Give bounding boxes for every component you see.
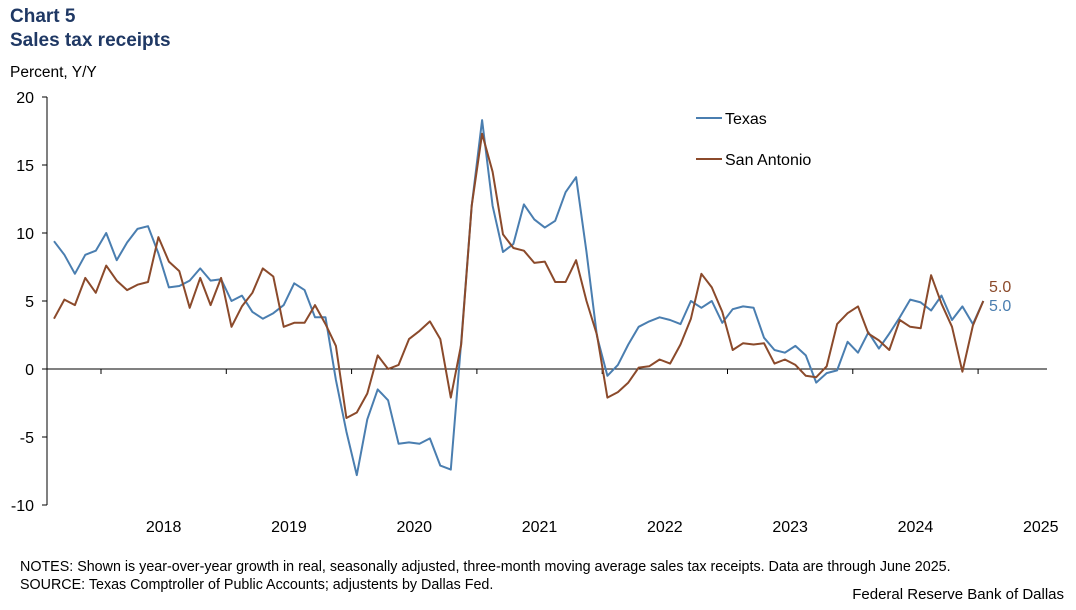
end-value-label: 5.0 [989,298,1011,315]
chart-title: Sales tax receipts [10,30,171,51]
series-line-san-antonio [53,132,985,419]
y-tick-label: 5 [25,294,34,311]
axes [46,97,1047,505]
series-lines [53,119,985,477]
y-axis-unit-label: Percent, Y/Y [10,64,97,81]
x-tick-label: 2018 [146,519,182,536]
x-tick-label: 2020 [396,519,432,536]
axis-ticks: 20 15 10 5 0 -5 -10 2018 2019 2020 2021 2022 2023 202… [11,90,1059,536]
end-labels: 5.05.0 [989,279,1011,315]
x-tick-label: 2021 [522,519,558,536]
notes: NOTES: Shown is year-over-year growth in… [20,558,951,594]
x-tick-label: 2024 [898,519,934,536]
notes-text: NOTES: Shown is year-over-year growth in… [20,559,951,575]
legend-label: San Antonio [725,152,811,169]
y-tick-label: -5 [20,430,34,447]
y-tick-label: 15 [16,158,34,175]
y-tick-label: 0 [25,362,34,379]
credit: Federal Reserve Bank of Dallas [852,586,1064,603]
x-tick-label: 2025 [1023,519,1059,536]
x-tick-label: 2019 [271,519,307,536]
series-line-texas [53,119,985,477]
x-tick-label: 2023 [772,519,808,536]
source-text: SOURCE: Texas Comptroller of Public Acco… [20,577,494,593]
chart-number: Chart 5 [10,6,76,27]
y-tick-label: 20 [16,90,34,107]
end-value-label: 5.0 [989,279,1011,296]
y-tick-label: 10 [16,226,34,243]
legend: Texas San Antonio [696,111,811,169]
x-tick-label: 2022 [647,519,683,536]
legend-label: Texas [725,111,767,128]
y-tick-label: -10 [11,498,34,515]
